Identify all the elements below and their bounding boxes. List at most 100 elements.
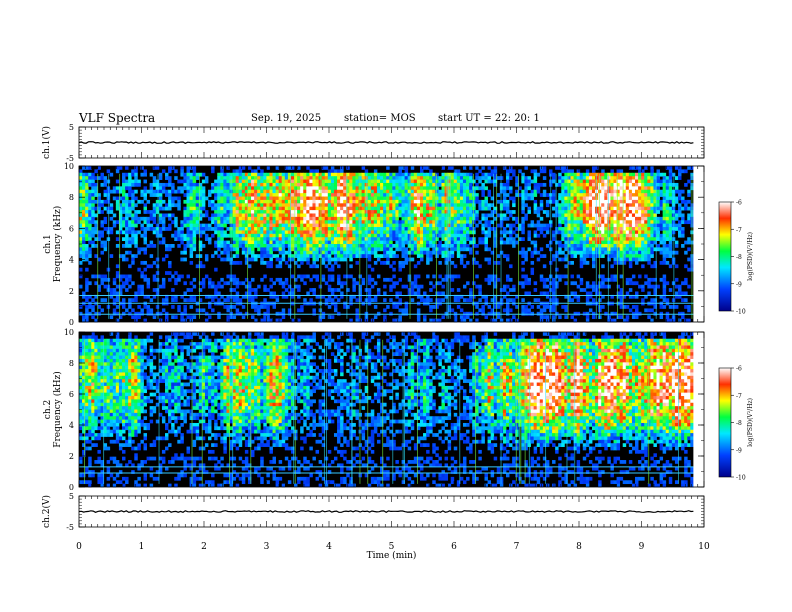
spectrogram-cell	[165, 298, 168, 302]
spectrogram-cell	[137, 180, 140, 184]
spectrogram-cell	[426, 180, 429, 184]
spectrogram-cell	[392, 224, 395, 228]
spectrogram-cell	[432, 203, 435, 207]
spectrogram-cell	[543, 285, 546, 289]
spectrogram-cell	[580, 210, 583, 214]
spectrogram-cell	[300, 308, 303, 312]
spectrogram-cell	[177, 278, 180, 282]
spectrogram-cell	[88, 251, 91, 255]
spectrogram-cell	[282, 234, 285, 238]
spectrogram-cell	[319, 234, 322, 238]
spectrogram-cell	[457, 241, 460, 245]
spectrogram-cell	[411, 291, 414, 295]
spectrogram-cell	[88, 207, 91, 211]
spectrogram-cell	[150, 298, 153, 302]
spectrogram-cell	[555, 241, 558, 245]
spectrogram-cell	[352, 190, 355, 194]
spectrogram-cell	[85, 197, 88, 201]
spectrogram-cell	[266, 247, 269, 251]
spectrogram-cell	[116, 180, 119, 184]
spectrogram-cell	[331, 291, 334, 295]
spectrogram-cell	[614, 224, 617, 228]
spectrogram-cell	[322, 173, 325, 177]
spectrogram-cell	[251, 298, 254, 302]
spectrogram-cell	[337, 278, 340, 282]
spectrogram-cell	[147, 285, 150, 289]
spectrogram-cell	[558, 173, 561, 177]
spectrogram-cell	[607, 173, 610, 177]
spectrogram-cell	[540, 183, 543, 187]
spectrogram-cell	[233, 234, 236, 238]
spectrogram-cell	[156, 210, 159, 214]
spectrogram-cell	[104, 217, 107, 221]
spectrogram-cell	[226, 217, 229, 221]
spectrogram-cell	[168, 190, 171, 194]
spectrogram-cell	[328, 200, 331, 204]
spectrogram-cell	[128, 173, 131, 177]
spectrogram-cell	[509, 190, 512, 194]
spectrogram-cell	[343, 251, 346, 255]
spectrogram-cell	[497, 193, 500, 197]
spectrogram-cell	[408, 173, 411, 177]
spectrogram-cell	[91, 190, 94, 194]
spectrogram-cell	[580, 230, 583, 234]
spectrogram-cell	[312, 193, 315, 197]
spectrogram-cell	[88, 183, 91, 187]
spectrogram-cell	[466, 210, 469, 214]
spectrogram-cell	[512, 298, 515, 302]
spectrogram-cell	[377, 224, 380, 228]
spectrogram-cell	[137, 305, 140, 309]
spectrogram-cell	[460, 207, 463, 211]
spectrogram-cell	[251, 288, 254, 292]
spectrogram-cell	[343, 190, 346, 194]
spectrogram-cell	[429, 251, 432, 255]
spectrogram-cell	[122, 183, 125, 187]
spectrogram-cell	[534, 210, 537, 214]
spectrogram-cell	[334, 203, 337, 207]
spectrogram-cell	[309, 234, 312, 238]
spectrogram-cell	[122, 173, 125, 177]
spectrogram-cell	[583, 258, 586, 262]
spectrogram-cell	[454, 298, 457, 302]
spectrogram-cell	[193, 298, 196, 302]
spectrogram-cell	[159, 234, 162, 238]
spectrogram-cell	[454, 176, 457, 180]
spectrogram-cell	[273, 207, 276, 211]
spectrogram-cell	[316, 241, 319, 245]
spectrogram-cell	[91, 207, 94, 211]
spectrogram-cell	[88, 203, 91, 207]
spectrogram-cell	[343, 203, 346, 207]
spectrogram-cell	[187, 227, 190, 231]
spectrogram-cell	[509, 241, 512, 245]
spectrogram-cell	[217, 298, 220, 302]
spectrogram-cell	[543, 176, 546, 180]
spectrogram-cell	[165, 227, 168, 231]
spectrogram-cell	[233, 247, 236, 251]
spectrogram-cell	[377, 217, 380, 221]
spectrogram-cell	[441, 224, 444, 228]
spectrogram-cell	[408, 210, 411, 214]
spectrogram-cell	[190, 186, 193, 190]
spectrogram-cell	[417, 224, 420, 228]
spectrogram-cell	[580, 278, 583, 282]
spectrogram-cell	[174, 315, 177, 319]
spectrogram-cell	[460, 210, 463, 214]
spectrogram-cell	[340, 220, 343, 224]
spectrogram-cell	[94, 281, 97, 285]
spectrogram-cell	[343, 213, 346, 217]
spectrogram-cell	[383, 227, 386, 231]
spectrogram-cell	[349, 213, 352, 217]
spectrogram-cell	[291, 197, 294, 201]
spectrogram-cell	[481, 224, 484, 228]
spectrogram-cell	[226, 251, 229, 255]
spectrogram-cell	[395, 190, 398, 194]
spectrogram-cell	[190, 254, 193, 258]
spectrogram-cell	[300, 254, 303, 258]
spectrogram-cell	[269, 251, 272, 255]
spectrogram-cell	[457, 288, 460, 292]
spectrogram-cell	[481, 308, 484, 312]
spectrogram-cell	[174, 271, 177, 275]
spectrogram-cell	[561, 193, 564, 197]
spectrogram-cell	[331, 251, 334, 255]
spectrogram-cell	[88, 224, 91, 228]
